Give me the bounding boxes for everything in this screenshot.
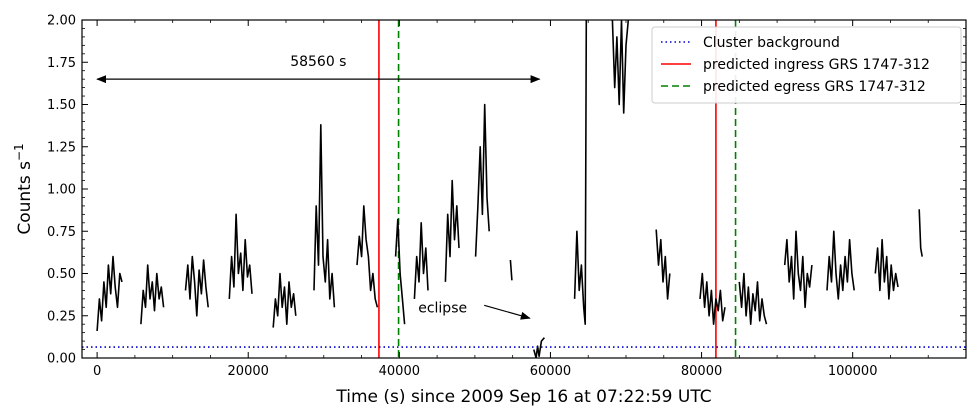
legend: Cluster background predicted ingress GRS …: [651, 26, 962, 104]
lightcurve-segment-7: [394, 218, 406, 325]
eclipse-arrow: [484, 304, 531, 320]
span-arrow-label: 58560 s: [290, 54, 346, 70]
lightcurve-segment-6: [356, 205, 379, 308]
lightcurve-segment-9: [444, 179, 460, 282]
y-tick-label: 0.50: [47, 267, 76, 282]
eclipse-label: eclipse: [418, 300, 467, 316]
lightcurve-segment-17: [738, 272, 768, 326]
lightcurve-segment-15: [655, 229, 671, 300]
y-tick-label: 1.25: [47, 140, 76, 155]
legend-label: Cluster background: [703, 35, 840, 51]
y-tick-label: 0.25: [47, 309, 76, 324]
lightcurve-segment-14: [611, 20, 630, 114]
lightcurve-segment-5: [313, 124, 336, 308]
y-axis-label-main: Counts s: [15, 161, 35, 235]
lightcurve-segment-0: [96, 255, 123, 332]
lightcurve-segment-3: [228, 213, 253, 299]
y-tick-label: 1.50: [47, 98, 76, 113]
x-axis-label: Time (s) since 2009 Sep 16 at 07:22:59 U…: [335, 387, 711, 407]
legend-label: predicted ingress GRS 1747-312: [703, 57, 930, 73]
x-tick-label: 20000: [228, 364, 269, 379]
x-tick-label: 0: [93, 364, 101, 379]
lightcurve-segment-21: [918, 209, 923, 257]
lightcurve-segment-19: [826, 230, 855, 300]
x-tick-label: 100000: [828, 364, 878, 379]
lightcurve-segment-1: [140, 264, 165, 325]
legend-label: predicted egress GRS 1747-312: [703, 79, 926, 95]
lightcurve-segment-12: [533, 337, 545, 358]
lightcurve-segment-13: [573, 20, 588, 326]
lightcurve-segment-4: [272, 272, 297, 328]
y-tick-label: 0.00: [47, 352, 76, 367]
plot-area: [82, 20, 966, 358]
y-tick-label: 1.00: [47, 183, 76, 198]
lightcurve-segment-18: [783, 230, 813, 309]
annotations: 58560 s eclipse: [96, 54, 541, 320]
legend-box: [651, 26, 962, 104]
lightcurve-segment-8: [413, 222, 429, 299]
x-tick-label: 60000: [530, 364, 571, 379]
x-tick-label: 80000: [681, 364, 722, 379]
lightcurve-segment-20: [874, 238, 899, 300]
y-tick-label: 0.75: [47, 225, 76, 240]
x-tick-label: 40000: [379, 364, 420, 379]
lightcurve-segment-10: [474, 103, 490, 257]
lightcurve-segment-2: [184, 255, 209, 317]
y-axis-label-superscript: −1: [12, 143, 26, 161]
y-axis-label: Counts s−1: [12, 143, 35, 234]
y-tick-label: 2.00: [47, 14, 76, 29]
axes: 0 20000 40000 60000 80000 100000 0.00 0.25 0.50 0…: [47, 14, 967, 379]
lightcurve-segment-16: [699, 272, 726, 326]
lightcurve-segment-11: [509, 259, 513, 281]
y-tick-label: 1.75: [47, 56, 76, 71]
